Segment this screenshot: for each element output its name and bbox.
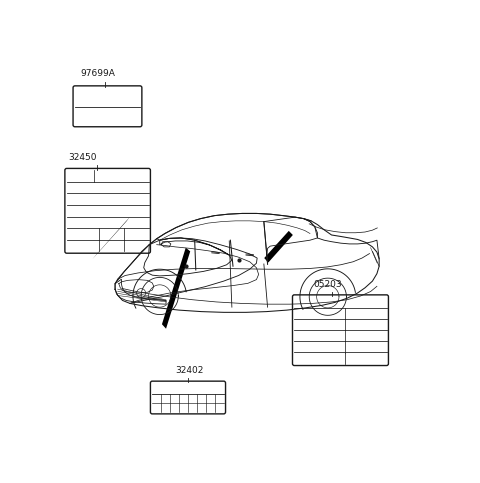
Text: 05203: 05203 xyxy=(313,280,342,288)
Polygon shape xyxy=(264,231,293,262)
Polygon shape xyxy=(162,248,190,329)
Text: 32402: 32402 xyxy=(175,366,204,375)
Polygon shape xyxy=(93,217,130,259)
Text: 97699A: 97699A xyxy=(81,70,115,78)
Text: 32450: 32450 xyxy=(68,153,97,162)
